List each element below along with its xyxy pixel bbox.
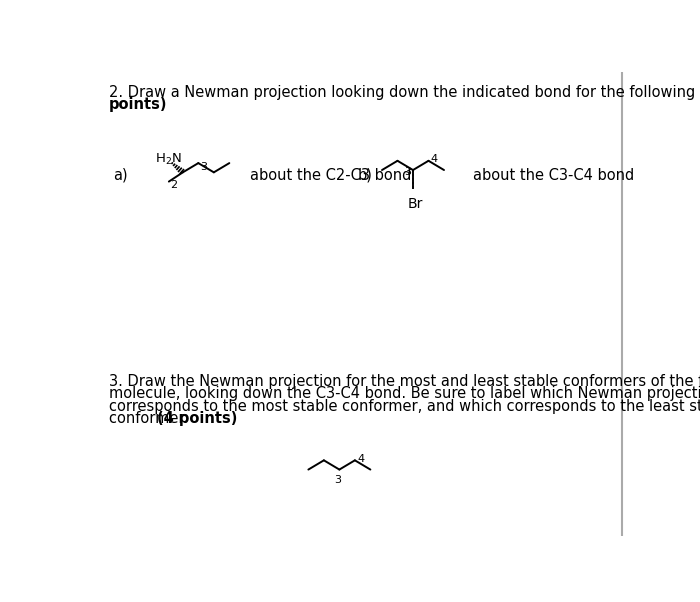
Text: a): a) bbox=[113, 168, 127, 183]
Text: H$_2$N: H$_2$N bbox=[155, 152, 182, 167]
Text: molecule, looking down the C3-C4 bond. Be sure to label which Newman projection: molecule, looking down the C3-C4 bond. B… bbox=[109, 386, 700, 402]
Text: conformer.: conformer. bbox=[109, 411, 192, 426]
Text: 3: 3 bbox=[405, 167, 412, 177]
Text: (4 points): (4 points) bbox=[158, 411, 237, 426]
Text: corresponds to the most stable conformer, and which corresponds to the least sta: corresponds to the most stable conformer… bbox=[109, 399, 700, 414]
Text: points): points) bbox=[109, 97, 168, 112]
Text: about the C2-C3 bond: about the C2-C3 bond bbox=[251, 168, 412, 183]
Text: Br: Br bbox=[407, 197, 423, 211]
Text: 4: 4 bbox=[357, 454, 364, 464]
Text: 4: 4 bbox=[430, 154, 438, 164]
Text: b): b) bbox=[357, 168, 372, 183]
Text: 3. Draw the Newman projection for the most and least stable conformers of the fo: 3. Draw the Newman projection for the mo… bbox=[109, 374, 700, 389]
Text: 2: 2 bbox=[170, 180, 178, 190]
Text: 3: 3 bbox=[201, 163, 208, 172]
Text: 2. Draw a Newman projection looking down the indicated bond for the following mo: 2. Draw a Newman projection looking down… bbox=[109, 84, 700, 99]
Text: about the C3-C4 bond: about the C3-C4 bond bbox=[473, 168, 634, 183]
Text: 3: 3 bbox=[334, 475, 341, 485]
